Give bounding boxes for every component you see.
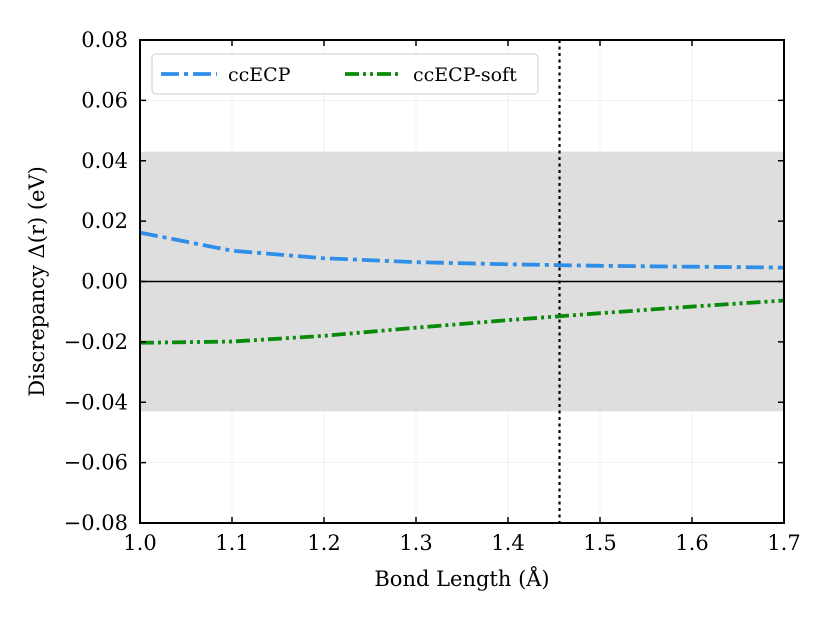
legend: ccECP ccECP-soft (151, 53, 539, 95)
x-tick-label-2: 1.2 (307, 531, 340, 555)
x-tick-label-6: 1.6 (675, 531, 708, 555)
y-tick-label-4: 0.00 (81, 270, 128, 294)
series-line-ccecp (139, 230, 785, 270)
x-tick-label-1: 1.1 (215, 531, 248, 555)
x-tick-label-7: 1.7 (767, 531, 800, 555)
y-tick-label-5: 0.02 (81, 209, 128, 233)
tick-layer: 1.0 1.1 1.2 1.3 1.4 1.5 1.6 1.7 −0.08 −0.06 −0.04 −… (64, 28, 801, 555)
y-tick-label-3: −0.02 (64, 330, 128, 354)
x-axis-label: Bond Length (Å) (374, 566, 549, 591)
y-tick-label-2: −0.04 (64, 390, 128, 414)
x-tick-label-0: 1.0 (123, 531, 156, 555)
x-tick-label-4: 1.4 (491, 531, 524, 555)
y-axis-label: Discrepancy Δ(r) (eV) (25, 166, 49, 397)
y-tick-label-8: 0.08 (81, 28, 128, 52)
y-tick-label-6: 0.04 (81, 149, 128, 173)
y-tick-label-7: 0.06 (81, 88, 128, 112)
legend-label-1: ccECP-soft (413, 64, 517, 86)
series-line-ccecp-soft (139, 298, 785, 345)
legend-label-0: ccECP (228, 64, 291, 86)
x-tick-label-3: 1.3 (399, 531, 432, 555)
x-tick-label-5: 1.5 (583, 531, 616, 555)
series-layer (139, 230, 785, 345)
y-tick-label-1: −0.06 (64, 451, 128, 475)
reference-lines-layer (140, 40, 784, 523)
y-tick-label-0: −0.08 (64, 511, 128, 535)
